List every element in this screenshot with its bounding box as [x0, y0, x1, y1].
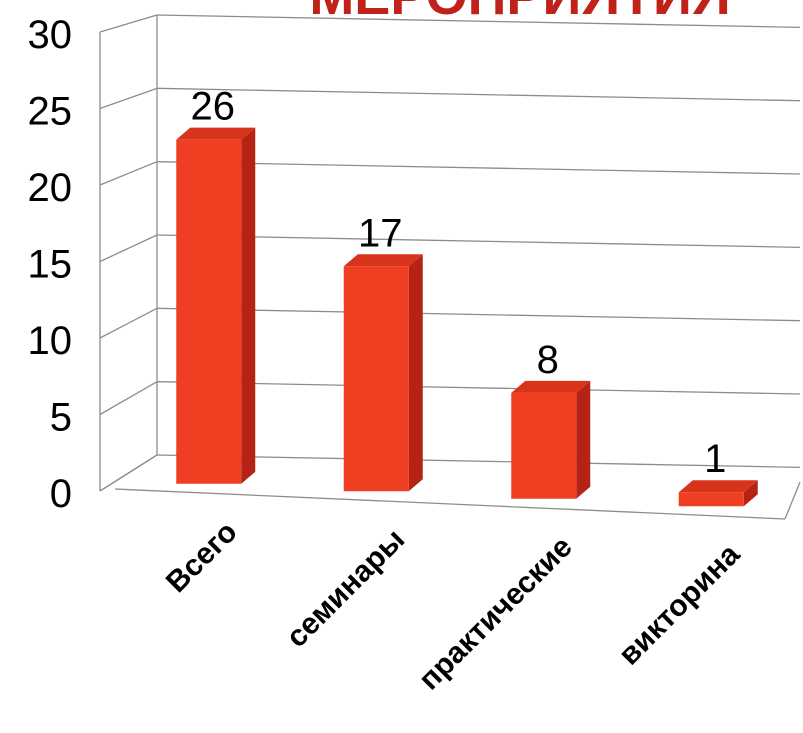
y-tick-label: 10 — [28, 319, 73, 363]
bar-4 — [678, 492, 744, 507]
y-tick-label: 0 — [50, 472, 72, 516]
y-tick-label: 5 — [50, 396, 72, 440]
gridline-back — [156, 234, 801, 248]
gridline-side — [99, 87, 158, 110]
gridline-back — [156, 307, 801, 322]
bar-3 — [511, 392, 577, 499]
gridline-back — [156, 14, 801, 28]
gridline-back — [156, 87, 801, 102]
bar-side-4 — [743, 480, 758, 507]
bars — [176, 127, 758, 507]
gridline-back — [156, 381, 801, 395]
bar-top-2 — [343, 254, 423, 267]
bar-side-3 — [576, 380, 591, 499]
floor-right-edge — [784, 481, 801, 520]
gridline-side — [99, 307, 158, 339]
gridline-side — [99, 234, 158, 263]
category-label-3: практические — [413, 530, 579, 696]
data-label-4: 1 — [704, 437, 726, 481]
floor-front-edge — [114, 488, 786, 520]
category-label-1: Всего — [160, 515, 244, 599]
y-tick-label: 25 — [28, 90, 73, 134]
gridline-side — [99, 381, 158, 416]
data-label-3: 8 — [537, 338, 559, 382]
y-tick-label: 20 — [28, 166, 73, 210]
gridlines — [99, 14, 801, 492]
bar-top-3 — [511, 380, 591, 393]
bar-side-1 — [241, 127, 256, 484]
gridline-back — [156, 161, 801, 175]
gridline-side — [99, 14, 158, 33]
bar-1 — [176, 139, 242, 484]
data-label-1: 26 — [191, 85, 236, 129]
bar-2 — [343, 266, 409, 492]
y-tick-label: 30 — [28, 13, 73, 57]
chart-title: МЕРОПРИЯТИЯ — [309, 0, 730, 26]
category-label-4: викторина — [612, 538, 746, 672]
gridline-side — [99, 454, 158, 492]
gridline-back — [156, 454, 801, 468]
y-tick-label: 15 — [28, 243, 73, 287]
data-label-2: 17 — [358, 211, 403, 255]
bar-top-4 — [678, 480, 758, 493]
gridline-side — [99, 161, 158, 186]
bar-top-1 — [176, 127, 256, 140]
category-label-2: семинары — [280, 523, 411, 654]
bar-side-2 — [408, 254, 423, 492]
